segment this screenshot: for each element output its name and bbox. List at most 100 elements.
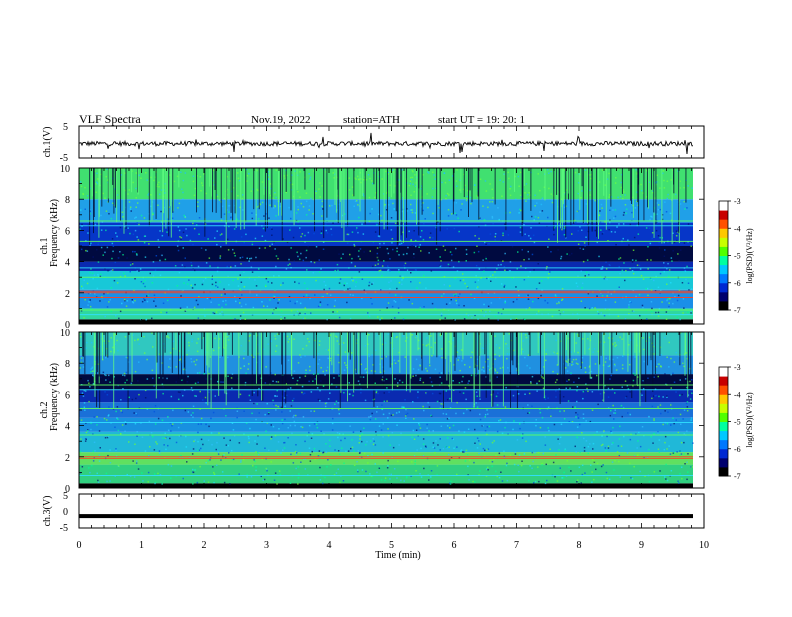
- spectrogram-speckle: [140, 214, 143, 217]
- spectrogram-speckle: [607, 445, 610, 448]
- spectrogram-speckle: [165, 448, 167, 451]
- spectrogram-speckle: [233, 435, 236, 437]
- spectrogram-speckle: [658, 451, 661, 453]
- spectrogram-speckle: [410, 194, 412, 196]
- spectrogram-speckle: [558, 301, 560, 303]
- spectrogram-speckle: [475, 373, 478, 375]
- spectrogram-speckle: [419, 307, 421, 309]
- spectrogram-speckle: [348, 382, 350, 384]
- spectrogram-speckle: [320, 268, 322, 270]
- spectrogram-speckle: [209, 291, 211, 293]
- spectrogram-speckle: [269, 183, 272, 185]
- spectrogram-speckle: [484, 361, 487, 363]
- spectrogram-speckle: [300, 461, 302, 463]
- spectrogram-speckle: [412, 368, 415, 370]
- spectrogram-speckle: [275, 169, 278, 171]
- spectrogram-speckle: [224, 457, 227, 459]
- spectrogram-speckle: [475, 391, 478, 393]
- spectrogram-speckle: [666, 395, 668, 397]
- spectrogram-speckle: [602, 443, 604, 446]
- spectrogram-speckle: [216, 441, 218, 444]
- spectrogram-speckle: [684, 463, 686, 465]
- spectrogram-speckle: [147, 294, 149, 297]
- spectrogram-speckle: [83, 317, 85, 319]
- spectrogram-speckle: [275, 307, 277, 309]
- spectrogram-speckle: [398, 179, 400, 181]
- spectrogram-speckle: [691, 291, 693, 293]
- spectrogram-speckle: [106, 436, 109, 439]
- spectrogram-speckle: [625, 269, 627, 272]
- spectrogram-speckle: [402, 253, 405, 256]
- spectrogram-speckle: [428, 172, 430, 174]
- spectrogram-speckle: [119, 226, 122, 229]
- spectrogram-speckle: [653, 395, 655, 397]
- spectrogram-speckle: [476, 195, 478, 197]
- spectrogram-speckle: [193, 227, 196, 230]
- spectrogram-speckle: [376, 252, 379, 255]
- spectrogram-speckle: [213, 184, 216, 186]
- spectrogram-speckle: [299, 171, 301, 173]
- spectrogram-speckle: [564, 192, 566, 194]
- spectrogram-speckle: [500, 471, 502, 473]
- spectrogram-speckle: [283, 447, 286, 449]
- spectrogram-speckle: [288, 206, 290, 209]
- spectrogram-speckle: [502, 260, 504, 262]
- spectrogram-speckle: [679, 454, 681, 456]
- spectrogram-speckle: [419, 282, 421, 284]
- spectrogram-speckle: [655, 275, 657, 278]
- spectrogram-speckle: [256, 443, 258, 445]
- spectrogram-speckle: [333, 377, 335, 379]
- spectrogram-speckle: [666, 299, 668, 302]
- spectrogram-speckle: [666, 396, 668, 398]
- spectrogram-speckle: [318, 344, 321, 346]
- spectrogram-speckle: [371, 453, 373, 456]
- spectrogram-speckle: [448, 194, 450, 196]
- spectrogram-speckle: [280, 406, 283, 409]
- spectrogram-speckle: [405, 340, 407, 342]
- spectrogram-speckle: [198, 233, 200, 235]
- colorbar-segment: [719, 466, 728, 477]
- spectrogram-speckle: [241, 454, 243, 456]
- spectrogram-speckle: [462, 279, 465, 281]
- spectrogram-speckle: [460, 209, 462, 211]
- spectrogram-speckle: [479, 178, 482, 180]
- spectrogram-speckle: [445, 332, 447, 334]
- spectrogram-speckle: [484, 449, 486, 452]
- spectrogram-speckle: [584, 367, 586, 369]
- spectrogram-speckle: [679, 394, 681, 397]
- spectrogram-speckle: [80, 357, 83, 359]
- spectrogram-speckle: [535, 424, 537, 427]
- spectrogram-speckle: [439, 265, 442, 268]
- spectrogram-speckle: [273, 479, 276, 481]
- spectrogram-speckle: [255, 466, 257, 468]
- spectrogram-speckle: [476, 406, 479, 408]
- spectrogram-speckle: [594, 307, 596, 309]
- spectrogram-speckle: [633, 465, 635, 468]
- spectrogram-speckle: [608, 229, 610, 231]
- spectrogram-speckle: [603, 341, 606, 343]
- spectrogram-speckle: [423, 467, 425, 470]
- spectrogram-speckle: [332, 222, 334, 224]
- spectrogram-speckle: [200, 447, 202, 450]
- spectrogram-speckle: [275, 404, 277, 407]
- spectrogram-speckle: [302, 348, 304, 350]
- spectrogram-speckle: [604, 184, 607, 186]
- spectrogram-speckle: [622, 355, 624, 357]
- spectrogram-speckle: [512, 301, 515, 303]
- spectrogram-speckle: [212, 411, 215, 414]
- spectrogram-speckle: [661, 218, 664, 221]
- spectrogram-speckle: [611, 342, 614, 345]
- spectrogram-speckle: [601, 295, 604, 297]
- spectrogram-speckle: [134, 339, 136, 342]
- spectrogram-speckle: [284, 441, 286, 444]
- colorbar-segment: [719, 210, 728, 220]
- spectrogram-speckle: [434, 451, 436, 454]
- spectrogram-speckle: [179, 236, 181, 238]
- spectrogram-speckle: [493, 440, 495, 442]
- spectrogram-speckle: [405, 413, 407, 416]
- spectrogram-speckle: [166, 231, 168, 233]
- spectrogram-speckle: [83, 279, 85, 281]
- spectrogram-speckle: [352, 431, 355, 433]
- spectrogram-speckle: [368, 315, 370, 318]
- spectrogram-speckle: [451, 253, 453, 256]
